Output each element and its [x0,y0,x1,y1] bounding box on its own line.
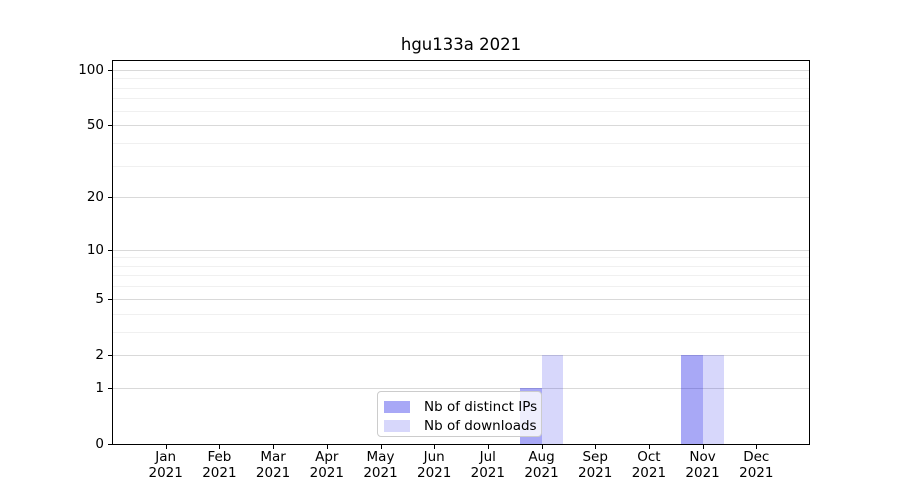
gridline-1 [113,387,809,389]
gridline-minor-70 [113,98,809,100]
x-tick-aug [541,445,543,449]
gridline-minor-3 [113,331,809,333]
y-tick-50 [108,125,112,127]
x-tick-may [380,445,382,449]
x-tick-label-nov: Nov 2021 [685,449,720,481]
legend-entry-downloads: Nb of downloads [384,416,537,435]
gridline-10 [113,249,809,251]
x-tick-label-dec: Dec 2021 [739,449,774,481]
gridline-minor-9 [113,257,809,259]
legend-label-distinct-ips: Nb of distinct IPs [424,398,538,415]
gridline-minor-6 [113,286,809,288]
y-tick-label-0: 0 [95,436,104,452]
gridline-minor-4 [113,313,809,315]
x-tick-label-jan: Jan 2021 [148,449,183,481]
gridline-minor-80 [113,87,809,89]
y-tick-2 [108,354,112,356]
y-tick-1 [108,387,112,389]
y-tick-0 [108,444,112,445]
legend-label-downloads: Nb of downloads [424,417,537,434]
x-tick-jun [434,445,436,449]
x-tick-label-mar: Mar 2021 [255,449,291,481]
x-tick-label-oct: Oct 2021 [631,449,667,481]
legend-entry-distinct-ips: Nb of distinct IPs [384,397,537,416]
x-tick-feb [219,445,221,449]
gridline-minor-7 [113,275,809,277]
gridline-20 [113,197,809,199]
y-tick-label-2: 2 [95,346,104,363]
x-tick-jan [165,445,167,449]
y-tick-label-50: 50 [86,117,104,134]
x-tick-label-sep: Sep 2021 [578,449,613,481]
y-tick-label-10: 10 [86,241,104,258]
x-tick-label-apr: Apr 2021 [309,449,344,481]
y-tick-5 [108,298,112,300]
gridline-minor-30 [113,165,809,167]
x-tick-label-jul: Jul 2021 [470,449,505,481]
x-tick-nov [702,445,704,449]
x-tick-apr [326,445,328,449]
x-tick-label-aug: Aug 2021 [524,449,559,481]
bar-nb-of-downloads-nov [702,354,725,444]
gridline-50 [113,125,809,127]
x-tick-oct [648,445,650,449]
legend: Nb of distinct IPs Nb of downloads [377,391,542,437]
gridline-minor-60 [113,110,809,112]
gridline-minor-90 [113,78,809,80]
y-tick-label-1: 1 [95,379,104,396]
y-tick-label-100: 100 [78,61,104,78]
bar-nb-of-downloads-aug [541,354,563,444]
gridline-minor-8 [113,265,809,267]
x-tick-sep [595,445,597,449]
legend-swatch-downloads [384,419,410,432]
x-tick-label-jun: Jun 2021 [417,449,452,481]
legend-swatch-distinct-ips [384,400,410,413]
gridline-5 [113,298,809,300]
gridline-2 [113,354,809,356]
bar-nb-of-distinct-ips-nov [681,354,703,444]
y-tick-label-5: 5 [95,290,104,307]
x-tick-dec [756,445,758,449]
y-tick-20 [108,197,112,199]
x-tick-label-feb: Feb 2021 [202,449,237,481]
gridline-minor-40 [113,142,809,144]
gridline-100 [113,69,809,71]
y-tick-label-20: 20 [86,189,104,206]
x-tick-mar [273,445,275,449]
x-tick-jul [487,445,489,449]
y-tick-10 [108,249,112,251]
y-tick-100 [108,69,112,71]
x-tick-label-may: May 2021 [363,449,398,481]
chart-title: hgu133a 2021 [400,35,522,54]
